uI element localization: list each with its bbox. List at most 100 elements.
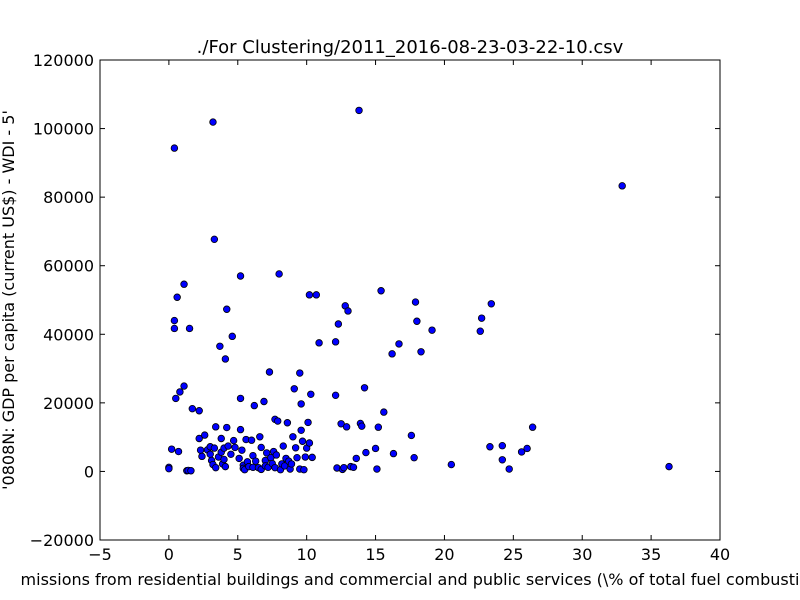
data-point [505,465,513,473]
data-point [172,394,180,403]
data-point [251,457,260,465]
data-point [358,422,366,430]
data-point [247,436,256,444]
data-point [337,420,345,428]
data-point [187,467,195,475]
data-point [362,448,370,457]
ticks-layer: −5 0 5 10 15 20 25 30 35 40 −20000 0 20000 40000 60000… [30,51,730,564]
data-point [275,270,283,278]
data-point [377,287,385,295]
data-point [180,382,188,390]
data-point [301,453,309,461]
data-point [221,462,230,471]
data-point [224,442,232,450]
data-point [389,449,398,458]
data-point [528,423,537,431]
data-point [263,449,271,457]
data-point [371,444,380,453]
data-point [312,291,321,299]
data-point [296,369,304,377]
plot-frame [99,59,721,541]
data-point [279,442,287,450]
data-point [413,317,421,325]
data-point [297,400,305,408]
data-point [260,397,268,406]
data-point [349,463,358,472]
data-point [235,454,243,463]
data-point [331,391,340,400]
data-point [223,305,231,313]
data-point [477,314,486,322]
data-point [206,450,214,458]
data-point [250,401,259,410]
y-tick-label: 60000 [43,257,94,276]
data-point [231,443,239,452]
data-point [280,462,289,470]
data-point [665,462,673,471]
data-point [395,340,403,348]
data-point [196,446,205,454]
y-tick-label: 40000 [43,325,94,344]
data-point [290,385,298,393]
data-point [198,452,206,461]
data-point [173,293,181,301]
chart-title: ./For Clustering/2011_2016-08-23-03-22-1… [197,37,624,58]
data-point [498,456,507,464]
data-point [305,439,314,447]
data-point [355,106,363,115]
data-point [217,434,225,443]
data-point [476,327,484,335]
data-point [176,388,184,396]
points-layer [165,106,673,475]
data-point [229,436,238,445]
data-point [297,426,305,434]
x-tick-label: 15 [365,545,385,564]
data-point [315,339,323,347]
data-point [236,425,245,434]
data-point [618,182,626,190]
data-point [342,423,351,431]
data-point [308,453,316,462]
y-tick-label: 20000 [43,394,94,413]
y-tick-label: 120000 [33,51,94,70]
x-axis-label: missions from residential buildings and … [21,570,800,589]
data-point [411,298,420,306]
y-axis-label: '0808N: GDP per capita (current US$) - W… [0,110,18,490]
data-point [486,443,494,451]
data-point [272,451,281,459]
data-point [165,464,173,473]
data-point [170,324,179,333]
data-point [428,326,436,334]
data-point [331,338,340,346]
data-point [210,235,219,244]
data-point [195,407,203,415]
data-point [374,423,383,431]
data-point [180,280,188,288]
data-point [388,350,396,358]
data-point [265,368,274,376]
data-point [227,450,235,458]
data-point [352,454,360,463]
data-point [220,455,228,464]
y-tick-label: −20000 [30,531,94,550]
data-point [174,447,183,456]
data-point [210,444,219,452]
data-point [447,460,456,469]
data-point [188,404,197,413]
data-point [236,394,245,403]
data-point [283,419,292,427]
data-point [167,445,176,453]
data-point [304,418,312,427]
data-point [223,423,231,432]
y-tick-label: 0 [84,462,94,481]
data-point [307,390,315,398]
data-point [417,348,425,356]
x-tick-label: 5 [233,545,243,564]
data-point [257,443,265,452]
x-tick-label: 25 [503,545,523,564]
y-tick-label: 80000 [43,188,94,207]
data-point [256,433,264,441]
data-point [236,272,245,280]
data-point [305,291,314,299]
